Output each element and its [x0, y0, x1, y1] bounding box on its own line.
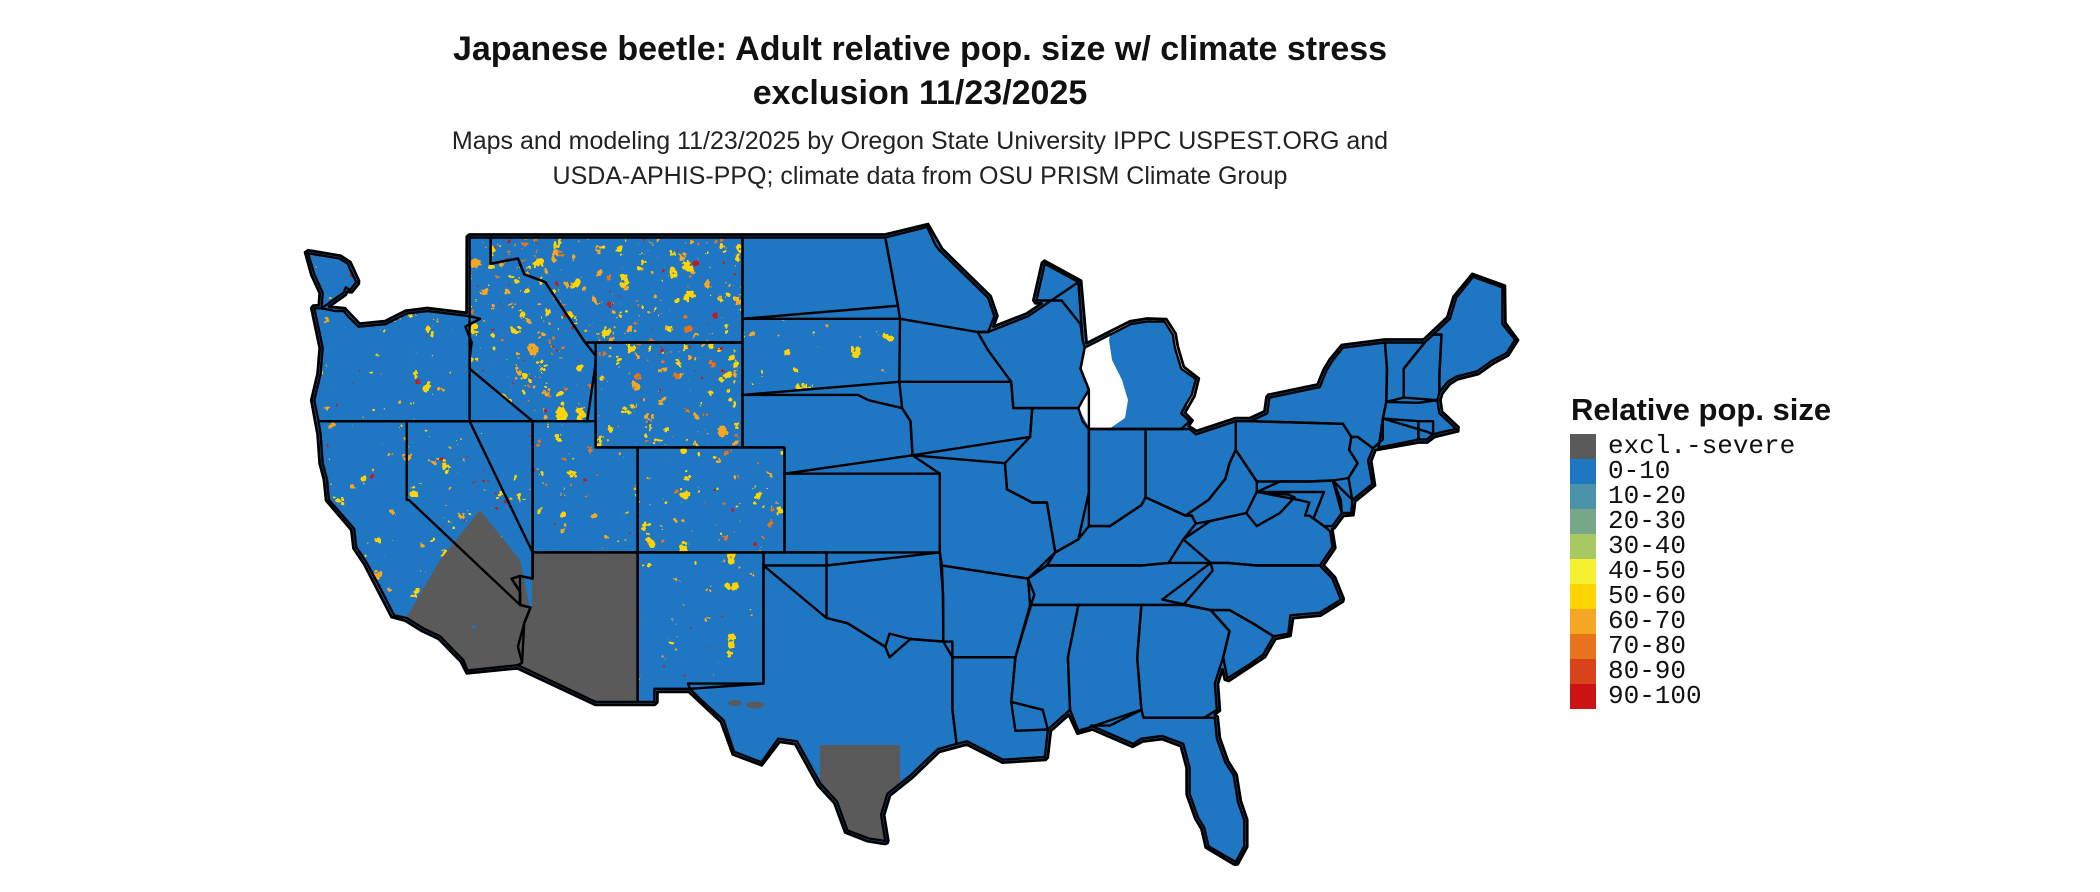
svg-text:90-100: 90-100	[1608, 681, 1702, 711]
svg-text:Relative pop. size: Relative pop. size	[1571, 392, 1831, 427]
